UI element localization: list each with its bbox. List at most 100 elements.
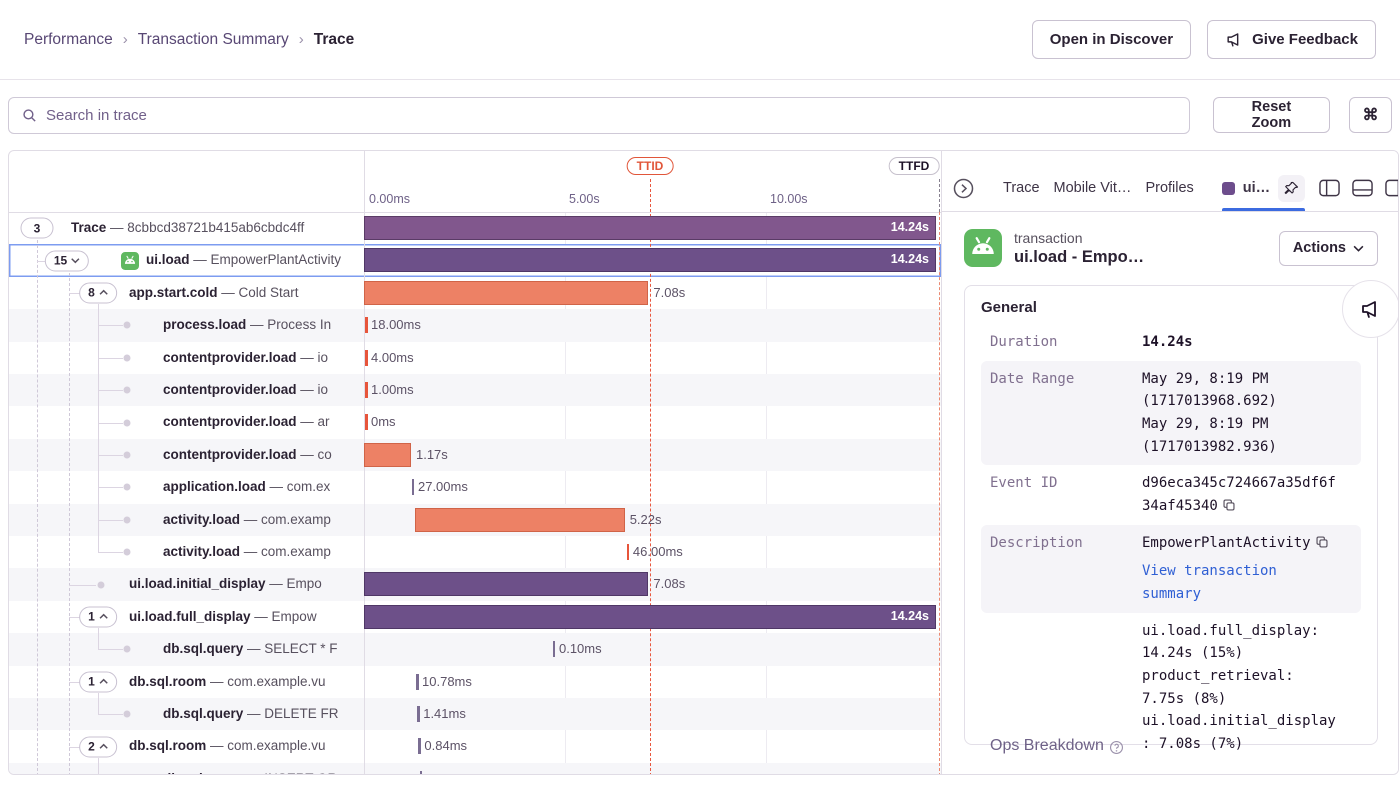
span-tick[interactable] <box>365 414 368 431</box>
shortcuts-button[interactable]: ⌘ <box>1348 97 1392 133</box>
tree-connector <box>69 681 80 683</box>
span-count-badge[interactable]: 2 <box>79 736 117 758</box>
span-bar[interactable] <box>415 507 625 532</box>
dock-bottom-icon[interactable] <box>1352 179 1373 197</box>
span-duration-label: 14.24s <box>890 220 930 234</box>
span-bar[interactable]: 14.24s <box>364 248 937 273</box>
span-tick[interactable] <box>411 479 415 496</box>
trace-row[interactable]: activity.load — com.examp 5.22s <box>9 503 941 536</box>
tab-trace[interactable]: Trace <box>1003 180 1040 196</box>
span-tick[interactable] <box>419 770 423 774</box>
tree-connector <box>69 617 80 618</box>
span-tick[interactable] <box>552 641 556 658</box>
trace-row[interactable]: db.sql.query — INSERT OR 0.70ms <box>9 762 941 774</box>
timeline-tick-0: 0.00ms <box>369 192 410 206</box>
trace-row[interactable]: application.load — com.ex 27.00ms <box>9 471 941 503</box>
tree-cell: ui.load.initial_display — Empo <box>9 568 364 600</box>
trace-row[interactable]: contentprovider.load — io 1.00ms <box>9 374 941 407</box>
tree-cell: contentprovider.load — io <box>9 374 364 406</box>
help-icon[interactable] <box>1109 740 1124 755</box>
general-heading: General <box>981 299 1037 316</box>
span-tick[interactable] <box>418 738 421 755</box>
span-tick[interactable] <box>365 317 368 334</box>
trace-row[interactable]: 8 app.start.cold — Cold Start 7.08s <box>9 277 941 309</box>
tree-connector <box>69 293 80 294</box>
span-duration-label: 18.00ms <box>371 317 421 333</box>
expand-panel-icon[interactable] <box>952 177 975 200</box>
breadcrumb-transaction-summary[interactable]: Transaction Summary <box>137 30 289 48</box>
span-bar[interactable]: 14.24s <box>364 604 937 629</box>
tree-connector <box>37 240 38 774</box>
copy-icon[interactable] <box>1222 498 1236 512</box>
span-label: db.sql.room — com.example.vu <box>129 738 326 754</box>
span-duration-label: 14.24s <box>890 608 930 623</box>
search-input[interactable] <box>46 106 1177 124</box>
pin-tab-button[interactable] <box>1278 174 1306 202</box>
leaf-dot <box>123 354 131 362</box>
trace-row[interactable]: db.sql.query — SELECT * F 0.10ms <box>9 633 941 666</box>
trace-row[interactable]: 3 Trace — 8cbbcd38721b415ab6cbdc4ff 14.24s <box>9 212 941 244</box>
trace-row[interactable]: 1 ui.load.full_display — Empow 14.24s <box>9 601 941 633</box>
dock-left-icon[interactable] <box>1319 179 1340 197</box>
span-count-badge[interactable]: 1 <box>79 671 117 693</box>
span-tick[interactable] <box>365 382 368 398</box>
span-count-badge[interactable]: 8 <box>79 282 117 304</box>
dock-right-icon[interactable] <box>1385 179 1399 197</box>
transaction-title: ui.load - Empo… <box>1014 247 1145 266</box>
open-in-discover-button[interactable]: Open in Discover <box>1031 20 1192 59</box>
span-tick[interactable] <box>417 706 420 722</box>
tree-connector <box>98 649 123 651</box>
span-count-badge[interactable]: 1 <box>79 606 117 628</box>
tab-mobile-vitals[interactable]: Mobile Vit… <box>1053 180 1132 196</box>
give-feedback-button[interactable]: Give Feedback <box>1207 20 1376 59</box>
span-tick[interactable] <box>626 544 630 560</box>
span-tick[interactable] <box>416 673 419 690</box>
copy-icon[interactable] <box>1315 535 1329 549</box>
span-bar[interactable] <box>364 280 649 305</box>
trace-row[interactable]: 15 ui.load — EmpowerPlantActivity 14.24s <box>9 244 941 277</box>
trace-row[interactable]: ui.load.initial_display — Empo 7.08s <box>9 568 941 601</box>
span-label: ui.load.initial_display — Empo <box>129 576 322 592</box>
tab-ui-load-active[interactable]: ui… <box>1242 180 1271 196</box>
trace-row[interactable]: 2 db.sql.room — com.example.vu 0.84ms <box>9 730 941 762</box>
tree-connector <box>98 390 123 392</box>
search-box[interactable] <box>8 96 1190 134</box>
span-duration-label: 46.00ms <box>632 544 683 559</box>
trace-row[interactable]: process.load — Process In 18.00ms <box>9 309 941 342</box>
span-duration-label: 0ms <box>371 414 396 430</box>
reset-zoom-button[interactable]: Reset Zoom <box>1212 97 1330 133</box>
tree-connector <box>98 519 123 521</box>
kv-value: May 29, 8:19 PM (1717013968.692) May 29, … <box>1142 370 1277 455</box>
trace-row[interactable]: contentprovider.load — co 1.17s <box>9 438 941 472</box>
span-duration-label: 5.22s <box>629 511 662 527</box>
span-duration-label: 0.70ms <box>426 763 469 774</box>
span-details-panel: Trace Mobile Vit… Profiles ui… <box>941 151 1399 774</box>
span-label: activity.load — com.examp <box>163 544 331 559</box>
feedback-fab-button[interactable] <box>1342 280 1398 338</box>
span-bar[interactable] <box>364 442 411 467</box>
kv-value: d96eca345c724667a35df6f34af45340 <box>1142 475 1336 515</box>
span-label: contentprovider.load — io <box>163 349 329 365</box>
span-bar[interactable]: 14.24s <box>364 216 937 240</box>
span-tick[interactable] <box>365 349 368 366</box>
tree-cell: contentprovider.load — io <box>9 342 364 374</box>
trace-row[interactable]: activity.load — com.examp 46.00ms <box>9 536 941 568</box>
breadcrumb-performance[interactable]: Performance <box>24 30 113 48</box>
span-label: db.sql.query — DELETE FR <box>163 706 339 721</box>
tree-cell: contentprovider.load — ar <box>9 406 364 438</box>
span-bar[interactable] <box>364 572 649 597</box>
trace-row[interactable]: db.sql.query — DELETE FR 1.41ms <box>9 698 941 731</box>
view-transaction-summary-link[interactable]: View transaction summary <box>1142 563 1277 603</box>
tree-connector <box>98 304 99 553</box>
trace-row[interactable]: contentprovider.load — io 4.00ms <box>9 342 941 374</box>
actions-button[interactable]: Actions <box>1278 230 1378 266</box>
span-count-badge[interactable]: 3 <box>20 217 54 239</box>
trace-row[interactable]: contentprovider.load — ar 0ms <box>9 406 941 438</box>
trace-row[interactable]: 1 db.sql.room — com.example.vu 10.78ms <box>9 666 941 698</box>
tab-profiles[interactable]: Profiles <box>1145 180 1194 196</box>
general-card: General Duration 14.24s Date Range May 29, … <box>964 280 1398 754</box>
span-count-badge[interactable]: 15 <box>44 250 90 272</box>
tree-cell: 8 app.start.cold — Cold Start <box>9 277 364 309</box>
timeline-tick-1: 5.00s <box>569 192 600 206</box>
transaction-color-swatch <box>1221 181 1235 195</box>
